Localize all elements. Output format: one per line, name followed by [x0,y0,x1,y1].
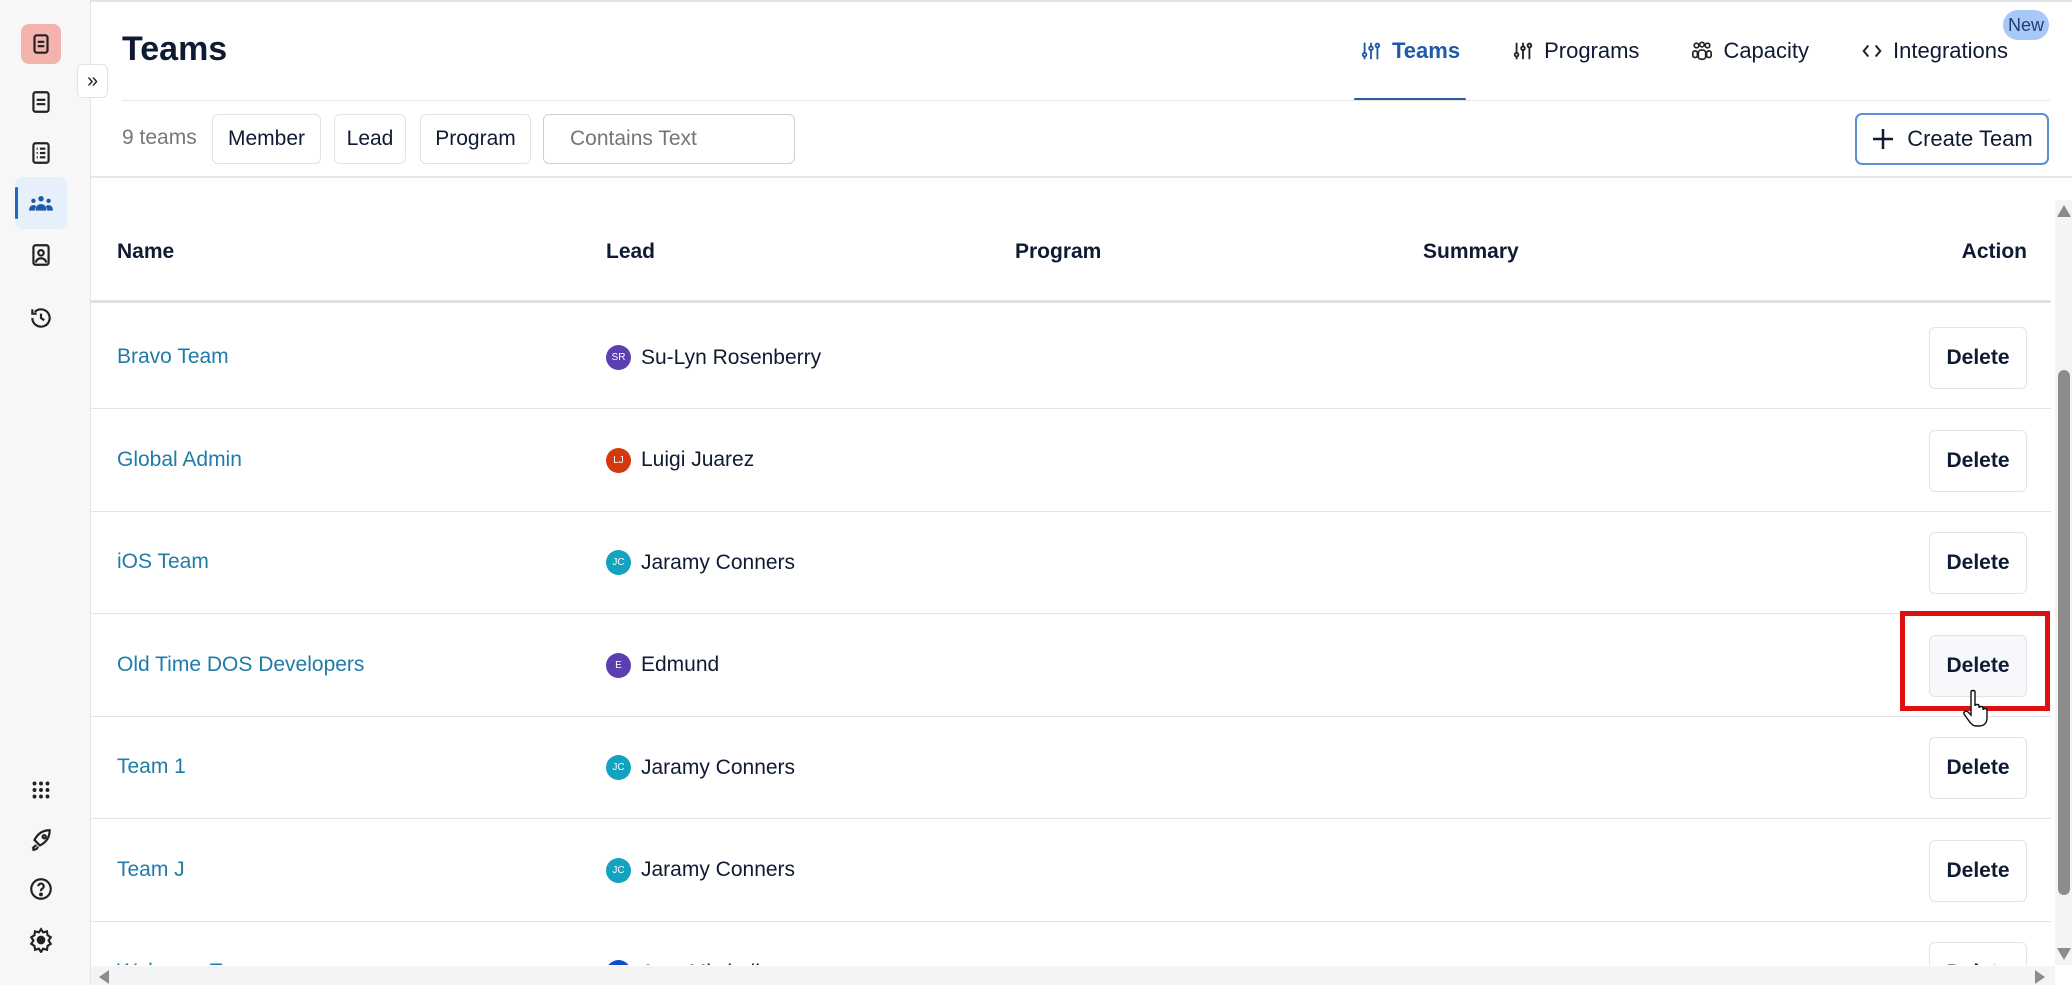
table-row: Welcome Team AM Amy Mitchell Delete [91,922,2051,965]
backlog-icon[interactable] [21,82,61,122]
page-title: Teams [122,30,228,68]
plus-icon [1873,129,1894,149]
rocket-icon[interactable] [21,820,61,860]
delete-button[interactable]: Delete [1929,634,2027,697]
avatar: JC [606,857,631,883]
column-header-name[interactable]: Name [117,240,175,263]
divider [91,176,2072,178]
team-count: 9 teams [122,126,197,149]
divider [122,100,2050,101]
tab-capacity[interactable]: Capacity [1691,36,1809,66]
table-row: Old Time DOS Developers E Edmund Delete [91,615,2051,717]
top-border [0,0,2072,2]
team-name-link[interactable]: Team 1 [117,755,186,778]
delete-button[interactable]: Delete [1929,737,2027,799]
hand-pointer-cursor-icon [1963,689,1988,727]
filter-lead-button[interactable]: Lead [334,114,406,164]
table-header: Name Lead Program Summary Action [91,230,2041,272]
sidebar [0,0,91,985]
help-icon[interactable] [21,869,61,909]
column-header-lead[interactable]: Lead [606,240,656,263]
create-team-label: Create Team [1907,126,2033,151]
table-body: Bravo Team SR Su-Lyn Rosenberry Delete Gl… [91,303,2051,965]
teams-nav-icon[interactable] [15,177,67,229]
table-row: Team 1 JC Jaramy Conners Delete [91,717,2051,819]
tab-programs[interactable]: Programs [1512,36,1639,66]
avatar: E [606,652,631,678]
column-header-action: Action [1961,240,2027,263]
team-name-link[interactable]: iOS Team [117,550,209,573]
chevrons-right-icon: » [86,69,99,92]
contains-text-input[interactable] [543,114,795,164]
code-icon [1862,44,1882,58]
tab-label: Teams [1392,38,1461,63]
header-divider [91,300,2051,303]
tab-bar: Teams Programs Capacity Integrations [1353,36,2060,101]
team-name-link[interactable]: Team J [117,857,185,881]
lead-name: Amy Mitchell [641,961,760,966]
team-lead: E Edmund [606,652,720,678]
lead-name: Su-Lyn Rosenberry [641,345,822,369]
scroll-up-arrow-icon[interactable] [2057,205,2071,217]
app-logo-icon[interactable] [21,24,61,64]
scroll-right-arrow-icon[interactable] [2035,970,2045,984]
filter-program-button[interactable]: Program [420,114,531,164]
vertical-scroll-thumb[interactable] [2058,370,2070,895]
delete-button[interactable]: Delete [1929,839,2027,902]
team-lead: AM Amy Mitchell [606,960,760,965]
delete-button[interactable]: Delete [1929,429,2027,492]
people-group-icon [1692,41,1713,61]
filter-member-button[interactable]: Member [212,114,321,164]
column-header-program[interactable]: Program [1015,240,1102,263]
team-name-link[interactable]: Old Time DOS Developers [117,652,365,676]
sliders-icon [1361,42,1381,60]
delete-button[interactable]: Delete [1929,942,2027,965]
tab-teams[interactable]: Teams [1353,36,1467,101]
apps-grid-icon[interactable] [21,770,61,810]
contact-card-icon[interactable] [21,235,61,275]
tab-integrations[interactable]: Integrations [1861,36,2008,66]
avatar: AM [606,960,631,965]
team-lead: JC Jaramy Conners [606,550,795,575]
scroll-left-arrow-icon[interactable] [99,970,109,984]
avatar: JC [606,755,631,780]
column-header-summary: Summary [1423,240,1519,263]
settings-gear-icon[interactable] [21,920,61,960]
lead-name: Jaramy Conners [641,550,796,574]
tab-label: Integrations [1893,38,2008,63]
create-team-button[interactable]: Create Team [1855,113,2049,165]
table-row: Bravo Team SR Su-Lyn Rosenberry Delete [91,307,2051,409]
horizontal-scrollbar[interactable] [91,966,2055,985]
list-icon[interactable] [21,133,61,173]
team-name-link[interactable]: Welcome Team [117,960,261,965]
history-icon[interactable] [21,298,61,338]
team-lead: JC Jaramy Conners [606,755,795,780]
tab-label: Programs [1544,38,1640,63]
team-lead: JC Jaramy Conners [606,857,796,883]
avatar: LJ [606,447,631,473]
lead-name: Luigi Juarez [641,448,755,471]
tab-label: Capacity [1723,38,1810,63]
avatar: SR [606,345,631,370]
team-lead: LJ Luigi Juarez [606,447,755,473]
table-row: Team J JC Jaramy Conners Delete [91,820,2051,922]
lead-name: Jaramy Conners [641,755,796,779]
lead-name: Jaramy Conners [641,858,796,881]
sliders-icon [1513,42,1533,60]
expand-sidebar-button[interactable]: » [77,64,108,98]
team-name-link[interactable]: Global Admin [117,447,242,471]
team-lead: SR Su-Lyn Rosenberry [606,345,821,370]
avatar: JC [606,550,631,575]
delete-button[interactable]: Delete [1929,532,2027,594]
new-badge: New [2003,10,2049,40]
table-row: iOS Team JC Jaramy Conners Delete [91,512,2051,614]
scroll-down-arrow-icon[interactable] [2057,948,2071,960]
table-row: Global Admin LJ Luigi Juarez Delete [91,410,2051,512]
lead-name: Edmund [641,653,720,676]
delete-button[interactable]: Delete [1929,327,2027,389]
team-name-link[interactable]: Bravo Team [117,345,229,368]
